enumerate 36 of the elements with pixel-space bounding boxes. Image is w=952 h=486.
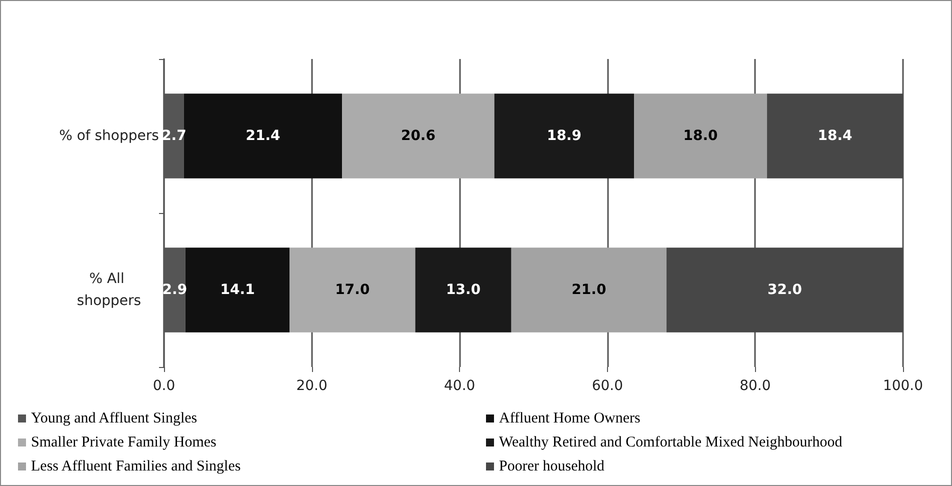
bar	[511, 248, 667, 332]
data-label: 14.1	[220, 282, 255, 298]
x-tick-label: 40.0	[444, 378, 476, 394]
data-label: 18.4	[818, 128, 853, 144]
data-label: 21.0	[572, 282, 606, 298]
legend-label: Less Affluent Families and Singles	[31, 458, 241, 474]
legend-label: Young and Affluent Singles	[31, 410, 198, 426]
bar	[634, 94, 768, 178]
x-tick-label: 0.0	[152, 378, 176, 394]
bar	[494, 94, 634, 178]
data-label: 2.7	[162, 128, 186, 144]
legend-label: Wealthy Retired and Comfortable Mixed Neighbourhood	[499, 434, 843, 450]
data-label: 18.0	[683, 128, 718, 144]
legend-label: Smaller Private Family Homes	[31, 434, 217, 450]
x-tick-label: 100.0	[882, 378, 924, 394]
data-label: 13.0	[446, 282, 481, 298]
x-tick-label: 80.0	[740, 378, 771, 394]
bar	[290, 248, 416, 332]
bar	[185, 248, 290, 332]
bar	[184, 94, 342, 178]
data-label: 17.0	[335, 282, 370, 298]
bar	[342, 94, 494, 178]
data-label: 20.6	[400, 128, 436, 144]
data-label: 18.9	[546, 128, 582, 144]
bar	[666, 248, 903, 332]
bar	[767, 94, 903, 178]
legend-label: Affluent Home Owners	[499, 410, 641, 426]
data-label: 2.9	[162, 282, 188, 298]
data-label: 21.4	[246, 128, 281, 144]
y-tick-label: % of shoppers	[59, 128, 159, 144]
x-tick-label: 60.0	[592, 378, 623, 394]
legend-label: Poorer household	[499, 458, 605, 474]
x-tick-label: 20.0	[296, 378, 328, 394]
bar	[415, 248, 512, 332]
data-label: 32.0	[767, 282, 802, 298]
y-tick-label: % All shoppers	[76, 271, 142, 309]
